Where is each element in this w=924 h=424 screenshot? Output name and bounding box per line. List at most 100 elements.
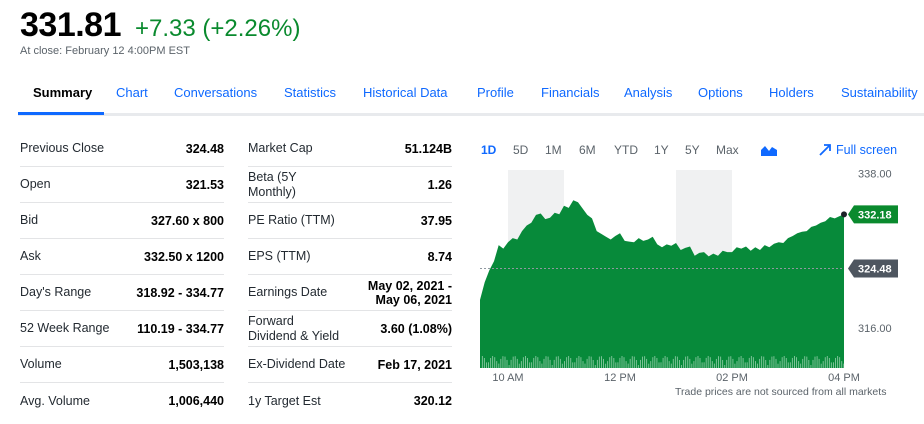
tab-summary[interactable]: Summary	[33, 85, 93, 100]
volume-bar	[814, 356, 816, 368]
volume-bar	[794, 356, 795, 368]
tab-profile[interactable]: Profile	[477, 85, 514, 100]
volume-bar	[559, 358, 561, 368]
quote-header: 331.81 +7.33 (+2.26%)	[20, 6, 300, 46]
volume-bar	[582, 361, 584, 368]
volume-bar	[742, 358, 744, 368]
volume-bar	[830, 362, 832, 368]
range-max[interactable]: Max	[716, 143, 739, 157]
volume-bar	[652, 357, 654, 368]
volume-bar	[518, 363, 520, 368]
volume-bar	[685, 356, 687, 368]
volume-bar	[654, 356, 656, 368]
volume-bar	[728, 356, 730, 368]
volume-bar	[561, 363, 563, 368]
range-5d[interactable]: 5D	[513, 143, 529, 157]
quote-nav-tabs: Summary Chart Conversations Statistics H…	[18, 76, 924, 116]
stat-label: Ex-Dividend Date	[248, 357, 346, 371]
volume-bar	[730, 356, 732, 368]
mountain-chart-icon[interactable]	[761, 144, 777, 156]
volume-bar	[660, 362, 662, 368]
y-tick-label: 338.00	[858, 169, 892, 181]
volume-bar	[713, 363, 715, 368]
volume-bar	[486, 362, 487, 368]
range-1y[interactable]: 1Y	[654, 143, 669, 157]
volume-bar	[736, 361, 738, 368]
stat-value: 321.53	[185, 177, 224, 192]
volume-bar	[800, 363, 802, 368]
range-ytd[interactable]: YTD	[614, 143, 638, 157]
stat-label: Beta (5Y Monthly)	[248, 169, 297, 199]
volume-bar	[718, 356, 719, 368]
volume-bar	[650, 361, 652, 368]
volume-bar	[572, 362, 574, 368]
volume-bar	[529, 362, 531, 368]
stat-label: Market Cap	[248, 141, 313, 155]
x-tick-label: 12 PM	[604, 372, 636, 384]
price-change: +7.33 (+2.26%)	[135, 15, 301, 42]
tab-financials[interactable]: Financials	[541, 85, 600, 100]
volume-bar	[601, 356, 602, 368]
previous-close-tag: 324.48	[848, 259, 898, 278]
volume-bar	[510, 359, 512, 368]
volume-bar	[701, 362, 703, 368]
range-1d[interactable]: 1D	[481, 143, 497, 157]
stat-row: Forward Dividend & Yield 3.60 (1.08%)	[248, 311, 452, 347]
active-tab-indicator	[18, 112, 104, 115]
x-tick-label: 10 AM	[492, 372, 523, 384]
stat-row: 1y Target Est 320.12	[248, 383, 452, 419]
tab-holders[interactable]: Holders	[769, 85, 814, 100]
range-1m[interactable]: 1M	[545, 143, 562, 157]
volume-bars	[481, 356, 845, 368]
tab-conversations[interactable]: Conversations	[174, 85, 258, 100]
volume-bar	[707, 356, 709, 368]
stat-label: 1y Target Est	[248, 393, 321, 408]
tab-chart[interactable]: Chart	[116, 85, 148, 100]
intraday-price-chart[interactable]: 338.00 316.00 10 AM 12 PM 02 PM 04 PM 33…	[470, 160, 924, 386]
fullscreen-button[interactable]: Full screen	[819, 143, 897, 157]
volume-bar	[576, 357, 578, 368]
tab-options[interactable]: Options	[698, 85, 743, 100]
volume-bar	[798, 361, 800, 368]
volume-bar	[543, 358, 545, 368]
stat-label: Avg. Volume	[20, 393, 90, 408]
volume-bar	[720, 356, 722, 368]
volume-bar	[835, 357, 836, 368]
volume-bar	[648, 363, 650, 368]
volume-bar	[588, 356, 590, 368]
volume-bar	[590, 356, 592, 368]
stat-value: 3.60 (1.08%)	[380, 321, 452, 336]
stat-label: Day's Range	[20, 285, 92, 299]
volume-bar	[631, 356, 633, 368]
tab-sustainability[interactable]: Sustainability	[841, 85, 918, 100]
volume-bar	[668, 361, 670, 368]
stat-label: Forward Dividend & Yield	[248, 313, 340, 343]
tab-statistics[interactable]: Statistics	[284, 85, 337, 100]
volume-bar	[514, 356, 516, 368]
volume-bar	[699, 358, 701, 368]
stat-value: Feb 17, 2021	[377, 357, 452, 372]
volume-bar	[711, 361, 713, 368]
volume-bar	[752, 357, 754, 368]
stat-row: PE Ratio (TTM) 37.95	[248, 203, 452, 239]
volume-bar	[483, 358, 485, 368]
volume-bar	[539, 361, 541, 368]
volume-bar	[520, 361, 522, 368]
volume-bar	[779, 361, 781, 368]
volume-bar	[767, 365, 769, 368]
summary-table-left: Previous Close 324.48 Open 321.53 Bid 327.6…	[20, 131, 224, 419]
volume-bar	[607, 361, 609, 368]
volume-bar	[580, 357, 582, 368]
volume-bar	[693, 361, 695, 368]
volume-bar	[691, 363, 693, 368]
range-6m[interactable]: 6M	[579, 143, 596, 157]
tab-analysis[interactable]: Analysis	[624, 85, 673, 100]
volume-bar	[525, 356, 526, 368]
volume-bar	[761, 356, 763, 368]
volume-bar	[566, 357, 568, 368]
range-5y[interactable]: 5Y	[685, 143, 700, 157]
volume-bar	[824, 357, 826, 368]
tab-historical-data[interactable]: Historical Data	[363, 85, 448, 100]
volume-bar	[812, 359, 814, 368]
stat-label: 52 Week Range	[20, 321, 110, 335]
